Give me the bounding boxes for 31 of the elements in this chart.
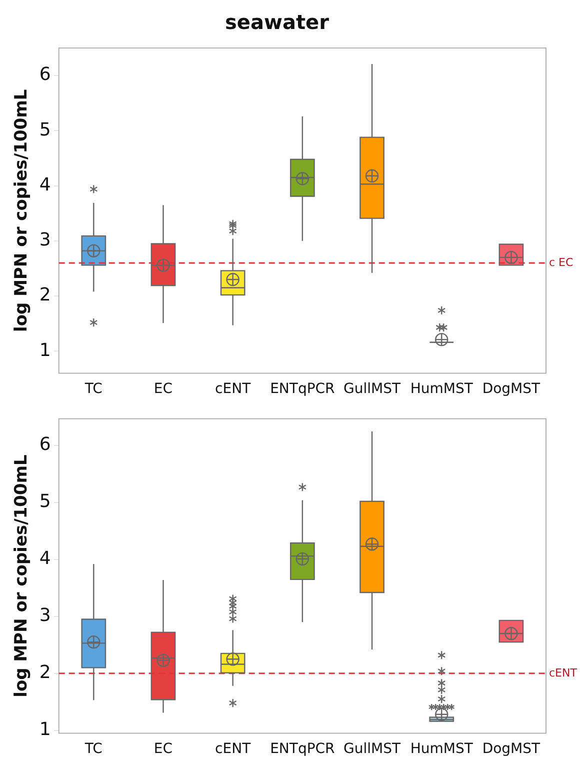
x-tick-label: GullMST xyxy=(344,741,401,758)
x-tick-label: cENT xyxy=(215,741,252,758)
y-tick-label: 4 xyxy=(39,548,51,570)
y-tick-label: 5 xyxy=(39,119,51,140)
y-tick-label: 5 xyxy=(39,491,51,512)
y-tick-label: 4 xyxy=(39,174,51,196)
x-tick-label: ENTqPCR xyxy=(270,741,336,758)
y-tick-label: 2 xyxy=(39,284,51,306)
x-tick-label: EC xyxy=(154,381,173,398)
x-tick-label: HumMST xyxy=(410,381,474,398)
y-axis-title: log MPN or copies/100mL xyxy=(12,454,32,698)
x-tick-label: GullMST xyxy=(344,381,401,398)
y-tick-label: 6 xyxy=(39,64,51,86)
y-tick-label: 3 xyxy=(39,605,51,626)
x-tick-label: TC xyxy=(84,741,103,758)
x-tick-label: DogMST xyxy=(482,381,541,398)
y-tick-label: 3 xyxy=(39,230,51,251)
chart-title: seawater xyxy=(225,10,330,34)
x-tick-label: HumMST xyxy=(410,741,474,758)
x-tick-label: cENT xyxy=(215,381,252,398)
ref-line-label: c EC xyxy=(549,256,574,269)
x-tick-label: EC xyxy=(154,741,173,758)
y-tick-label: 6 xyxy=(39,434,51,456)
ref-line-label: cENT xyxy=(549,666,578,680)
x-tick-label: DogMST xyxy=(482,741,541,758)
y-tick-label: 1 xyxy=(39,340,51,361)
y-axis-title: log MPN or copies/100mL xyxy=(12,89,32,332)
x-tick-label: ENTqPCR xyxy=(270,381,336,398)
y-tick-label: 1 xyxy=(39,719,51,740)
y-tick-label: 2 xyxy=(39,662,51,684)
x-tick-label: TC xyxy=(84,381,103,398)
